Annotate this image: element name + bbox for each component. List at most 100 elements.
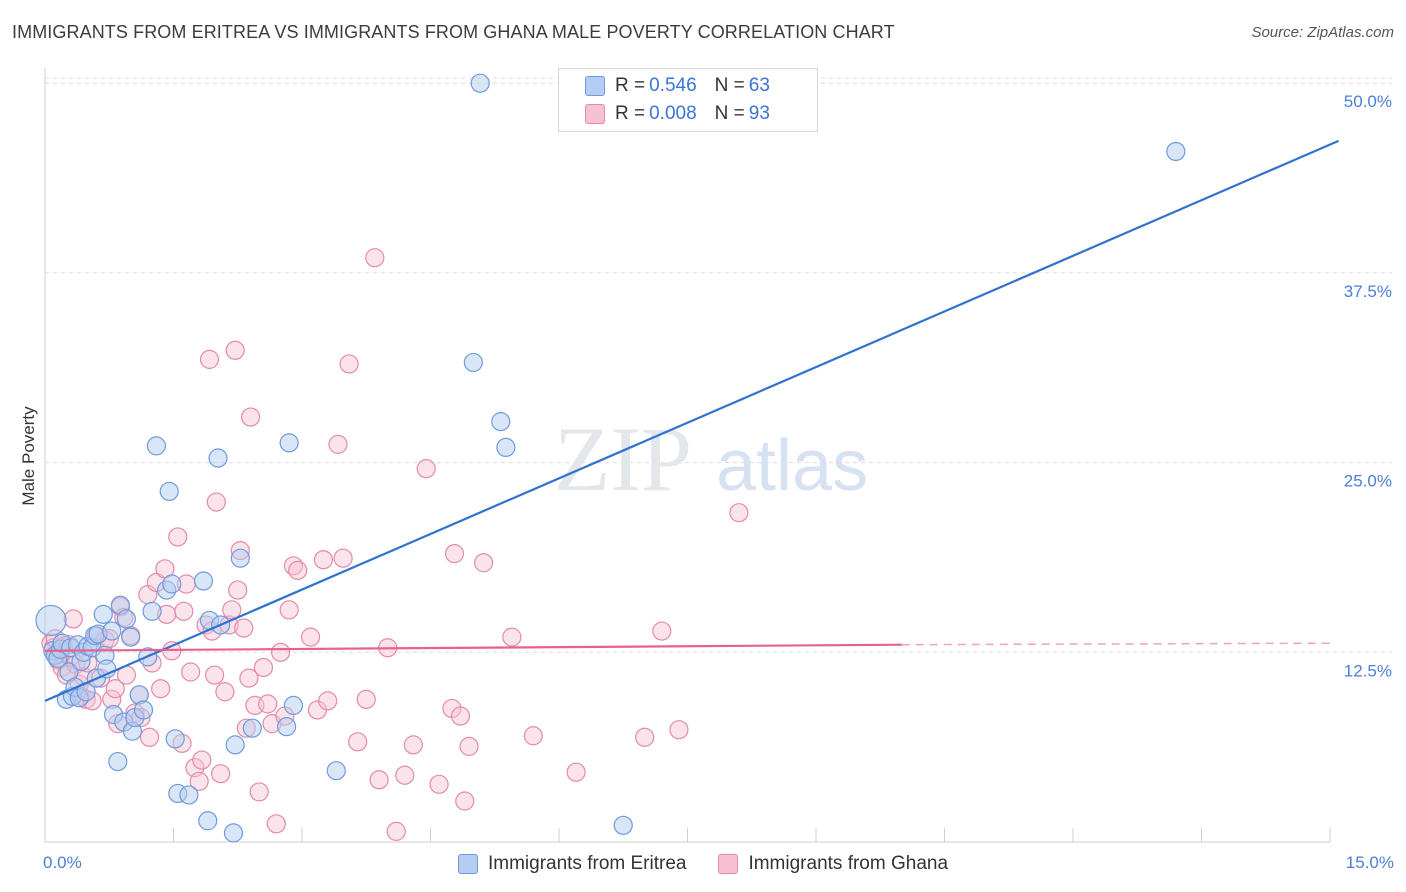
eritrea-point <box>116 609 136 629</box>
eritrea-point <box>613 815 633 835</box>
ghana-point <box>239 668 259 688</box>
ghana-point <box>669 720 689 740</box>
y-tick-label: 37.5% <box>1344 282 1392 301</box>
ghana-point <box>729 503 749 523</box>
eritrea-swatch <box>585 76 605 96</box>
ghana-point <box>205 665 225 685</box>
eritrea-point <box>283 695 304 716</box>
eritrea-point <box>162 574 182 594</box>
watermark: ZIP atlas <box>554 408 868 510</box>
ghana-point <box>249 782 269 802</box>
legend-item-ghana[interactable]: Immigrants from Ghana <box>718 853 948 875</box>
ghana-point <box>459 736 479 756</box>
ghana-point <box>192 750 212 770</box>
ghana-n-value: 93 <box>748 103 770 124</box>
ghana-point <box>206 492 226 512</box>
ghana-swatch <box>585 104 605 124</box>
eritrea-points <box>35 73 1186 843</box>
tick-labels: 12.5% 25.0% 37.5% 50.0% 0.0% 15.0% <box>43 92 1394 872</box>
ghana-point <box>279 600 299 620</box>
eritrea-point <box>193 571 214 591</box>
eritrea-trend-line <box>44 139 1340 702</box>
ghana-point <box>215 682 235 702</box>
ghana-point <box>566 762 586 782</box>
ghana-point <box>403 735 423 755</box>
eritrea-legend-swatch <box>457 854 478 874</box>
ghana-point <box>199 349 220 369</box>
eritrea-point <box>146 436 166 456</box>
ghana-point <box>523 726 543 746</box>
ghana-point <box>369 770 389 790</box>
eritrea-point <box>326 761 346 781</box>
ghana-n-label: N = <box>714 103 745 124</box>
eritrea-point <box>491 412 511 432</box>
ghana-point <box>234 618 254 638</box>
ghana-point <box>444 544 465 564</box>
ghana-point <box>474 553 494 573</box>
ghana-point <box>266 814 286 834</box>
source-label: Source: ZipAtlas.com <box>1251 24 1394 41</box>
ghana-trend-line <box>44 643 902 652</box>
eritrea-r-value: 0.546 <box>649 75 697 96</box>
ghana-point <box>333 548 353 568</box>
ghana-point <box>63 609 83 629</box>
chart-title: IMMIGRANTS FROM ERITREA VS IMMIGRANTS FR… <box>12 22 895 42</box>
legend-item-eritrea[interactable]: Immigrants from Eritrea <box>457 853 686 875</box>
trend-lines <box>44 139 1340 702</box>
ghana-point <box>189 771 209 791</box>
ghana-r-value: 0.008 <box>649 103 697 124</box>
ghana-point <box>395 765 415 785</box>
ghana-point <box>211 764 231 784</box>
eritrea-point <box>179 785 199 805</box>
eritrea-point <box>223 823 244 843</box>
eritrea-point <box>276 717 297 737</box>
axes <box>44 68 1331 843</box>
ghana-point <box>241 407 261 427</box>
ghana-point <box>502 627 522 647</box>
y-tick-label: 50.0% <box>1344 92 1392 111</box>
ghana-point <box>652 621 672 641</box>
eritrea-point <box>198 811 218 831</box>
ghana-point <box>348 732 368 752</box>
ghana-point <box>328 434 348 454</box>
y-axis-label: Male Poverty <box>19 406 38 506</box>
eritrea-n-value: 63 <box>748 75 770 96</box>
ghana-point <box>105 679 125 699</box>
ghana-point <box>365 248 385 268</box>
ghana-point <box>139 727 160 747</box>
ghana-point <box>300 627 321 647</box>
ghana-point <box>181 662 201 682</box>
eritrea-point <box>230 548 250 568</box>
ghana-point <box>455 791 475 811</box>
eritrea-point <box>121 627 141 647</box>
legend-row-eritrea: R = 0.546 N = 63 <box>585 73 770 99</box>
eritrea-point <box>142 601 162 621</box>
eritrea-point <box>496 437 516 458</box>
eritrea-point <box>242 718 262 738</box>
grid-lines <box>45 77 1392 653</box>
ghana-point <box>228 580 248 600</box>
series-legend: Immigrants from Eritrea Immigrants from … <box>0 852 1406 876</box>
ghana-point <box>429 774 449 794</box>
watermark-atlas: atlas <box>716 426 868 506</box>
ghana-point <box>270 642 291 662</box>
ghana-point <box>174 601 194 621</box>
ghana-point <box>318 691 338 711</box>
ghana-point <box>356 689 376 709</box>
ghana-point <box>225 340 245 360</box>
ghana-r-label: R = <box>615 103 646 124</box>
ghana-point <box>168 527 188 547</box>
ghana-point <box>258 694 278 714</box>
eritrea-point <box>35 604 67 637</box>
ghana-points <box>41 248 749 841</box>
eritrea-point <box>470 73 490 93</box>
y-tick-label: 25.0% <box>1344 472 1392 491</box>
ghana-point <box>450 706 471 726</box>
eritrea-r-label: R = <box>615 75 646 96</box>
ghana-point <box>635 727 655 747</box>
correlation-legend: R = 0.546 N = 63 R = 0.008 N = 93 <box>558 68 818 132</box>
ghana-point <box>386 821 406 841</box>
ghana-point <box>288 560 308 580</box>
legend-row-ghana: R = 0.008 N = 93 <box>585 101 770 127</box>
